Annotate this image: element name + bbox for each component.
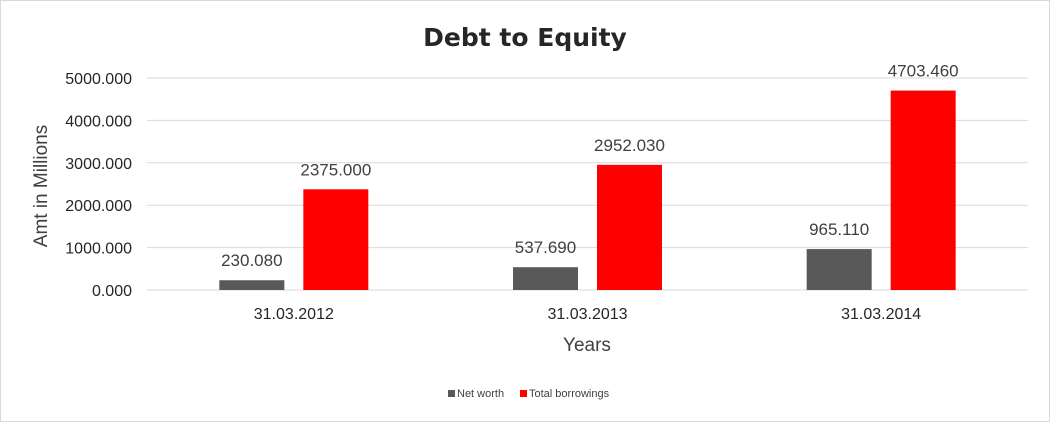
bar-net-worth	[806, 249, 872, 290]
x-tick-label: 31.03.2014	[841, 306, 921, 323]
x-axis-title: Years	[563, 335, 611, 356]
bars	[219, 90, 956, 290]
y-tick-label: 1000.000	[65, 241, 132, 258]
data-labels: 230.080 2375.000 537.690 2952.030 965.110 470…	[221, 62, 959, 271]
y-tick-label: 2000.000	[65, 198, 132, 215]
data-label: 230.080	[221, 251, 282, 270]
y-axis-title: Amt in Millions	[31, 125, 52, 247]
chart-title: Debt to Equity	[423, 23, 627, 52]
data-label: 537.690	[515, 238, 576, 257]
y-tick-label: 5000.000	[65, 71, 132, 88]
bar-total-borrowings	[303, 189, 369, 290]
x-tick-label: 31.03.2013	[547, 306, 627, 323]
x-axis-ticks: 31.03.2012 31.03.2013 31.03.2014	[254, 306, 922, 323]
bar-total-borrowings	[890, 90, 956, 290]
bar-net-worth	[513, 267, 578, 290]
gridlines	[147, 77, 1028, 291]
legend-label: Total borrowings	[529, 388, 610, 400]
bar-total-borrowings	[597, 164, 662, 290]
y-tick-label: 4000.000	[65, 113, 132, 130]
y-tick-label: 0.000	[92, 283, 132, 300]
data-label: 2952.030	[594, 136, 665, 155]
legend: Net worth Total borrowings	[448, 388, 610, 400]
y-axis-ticks: 0.000 1000.000 2000.000 3000.000 4000.000 500…	[65, 71, 132, 300]
data-label: 4703.460	[888, 62, 959, 81]
data-label: 2375.000	[300, 160, 371, 179]
x-tick-label: 31.03.2012	[254, 306, 334, 323]
y-tick-label: 3000.000	[65, 156, 132, 173]
data-label: 965.110	[809, 220, 869, 239]
legend-swatch	[520, 390, 527, 397]
bar-net-worth	[219, 280, 285, 290]
legend-swatch	[448, 390, 455, 397]
legend-label: Net worth	[457, 388, 504, 400]
